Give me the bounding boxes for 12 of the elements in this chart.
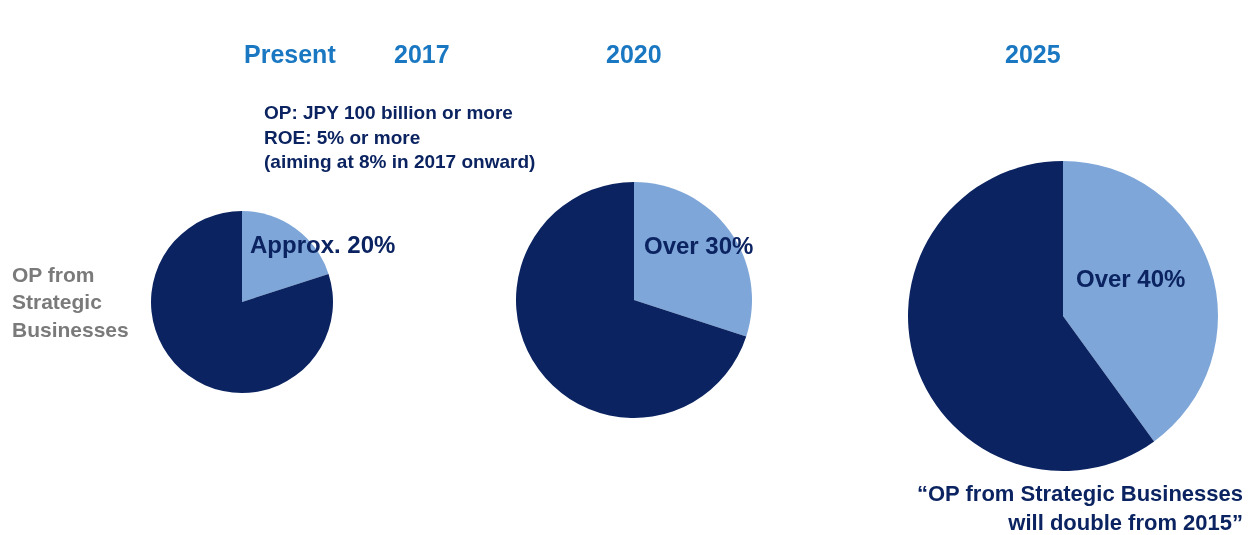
text: OP: JPY 100 billion or more: [264, 102, 513, 123]
chart-title: 2025: [1005, 40, 1061, 68]
text: ROE: 5% or more: [264, 126, 421, 148]
text: 2017: [394, 40, 450, 68]
text: “OP from Strategic Businesses will double from 2015”: [917, 481, 1244, 535]
chart-title: 2020: [606, 40, 662, 68]
slice-label: Over 40%: [1076, 265, 1186, 292]
pie-slice: [1063, 161, 1218, 442]
text: OP from Strategic Businesses: [12, 263, 129, 341]
chart-title: Present: [244, 40, 337, 68]
text: (aiming at 8% in 2017 onward): [264, 151, 536, 173]
pie-slice: [634, 182, 752, 337]
